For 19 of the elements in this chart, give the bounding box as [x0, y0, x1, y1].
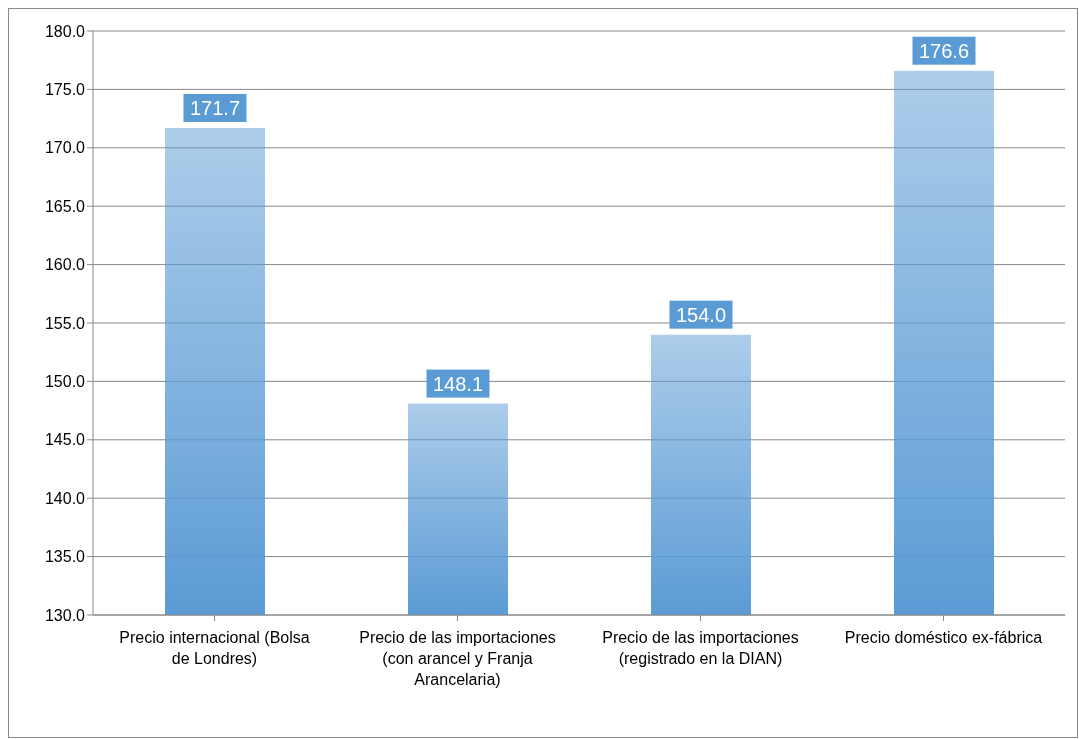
y-tick-label: 145.0 — [44, 431, 86, 449]
y-tick-label: 180.0 — [44, 22, 86, 40]
x-tick-label: Precio de las importaciones (con arancel y Franja Arancelaria) — [359, 629, 556, 688]
y-tick-label: 150.0 — [44, 373, 86, 391]
y-tick-label: 160.0 — [44, 256, 86, 274]
y-tick-label: 140.0 — [44, 489, 86, 507]
data-label: 171.7 — [189, 96, 241, 119]
data-label: 148.1 — [432, 372, 484, 395]
y-tick-label: 135.0 — [44, 548, 86, 566]
x-tick-label: Precio doméstico ex-fábrica — [844, 629, 1043, 646]
data-label: 154.0 — [675, 303, 727, 326]
y-tick-label: 130.0 — [44, 606, 86, 624]
y-tick-label: 165.0 — [44, 197, 86, 215]
y-tick-label: 155.0 — [44, 314, 86, 332]
y-tick-label: 170.0 — [44, 139, 86, 157]
x-tick-label: Precio internacional (Bolsa de Londres) — [119, 629, 310, 667]
y-tick-label: 175.0 — [44, 81, 86, 99]
x-tick-label: Precio de las importaciones (registrado en la DIAN) — [602, 629, 799, 667]
data-label: 176.6 — [918, 39, 970, 62]
